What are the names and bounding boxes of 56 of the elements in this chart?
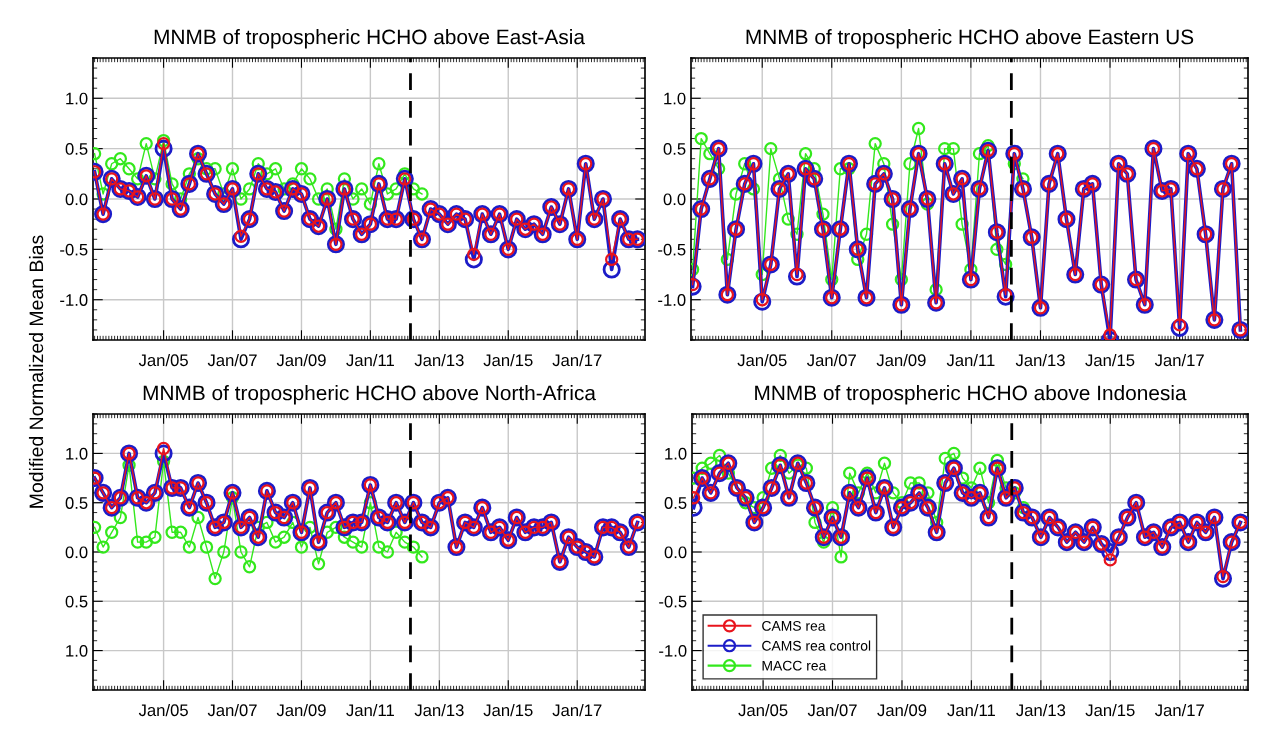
y-tick-label: 1.0 [66,92,88,105]
y-tick-label: 0.0 [663,193,686,206]
x-tick-label: Jan/11 [346,703,394,717]
x-tick-label: Jan/07 [807,703,857,717]
legend-label: CAMS rea [762,620,826,631]
y-tick-label: 0.5 [65,595,88,608]
y-axis-title: Modified Normalized Mean Bias [28,235,44,508]
x-tick-label: Jan/09 [877,703,927,717]
x-tick-label: Jan/05 [138,353,188,367]
x-tick-label: Jan/09 [276,703,326,717]
chart-title: MNMB of tropospheric HCHO above Eastern US [746,29,1194,49]
x-tick-label: Jan/07 [207,703,257,717]
y-tick-label: -0.5 [60,243,88,256]
x-tick-label: Jan/13 [1016,703,1066,717]
x-tick-label: Jan/17 [1154,703,1204,717]
x-tick-label: Jan/17 [552,353,602,367]
y-tick-label: 0.5 [664,497,687,509]
y-tick-label: 0.5 [65,143,88,155]
legend-label: CAMS rea control [762,640,871,651]
legend-label: MACC rea [762,660,827,671]
y-tick-label: 0.0 [664,546,687,559]
x-tick-label: Jan/15 [1085,353,1135,367]
y-tick-label: -1.0 [60,294,88,306]
x-tick-label: Jan/15 [483,703,533,717]
x-tick-label: Jan/17 [1154,353,1204,367]
x-tick-label: Jan/09 [276,353,326,367]
chart-title: MNMB of tropospheric HCHO above East-Asia [154,29,585,49]
y-tick-label: -1.0 [658,294,686,306]
x-tick-label: Jan/07 [806,353,856,367]
chart-title: MNMB of tropospheric HCHO above North-Africa [143,385,596,405]
y-tick-label: 0.0 [65,546,88,559]
y-tick-label: -0.5 [659,595,687,608]
y-tick-label: -0.5 [658,243,686,256]
x-tick-label: Jan/15 [1085,703,1135,717]
y-tick-label: 1.0 [66,644,88,657]
y-tick-label: -1.0 [659,644,687,657]
x-tick-label: Jan/13 [414,703,464,717]
x-tick-label: Jan/13 [1015,353,1065,367]
y-tick-label: 1.0 [664,92,686,105]
x-tick-label: Jan/11 [947,703,995,717]
x-tick-label: Jan/09 [876,353,926,367]
x-tick-label: Jan/11 [346,353,394,367]
chart-title: MNMB of tropospheric HCHO above Indonesia [755,385,1187,405]
x-tick-label: Jan/07 [207,353,257,367]
x-tick-label: Jan/17 [552,703,602,717]
y-tick-label: 0.5 [65,497,88,509]
x-tick-label: Jan/11 [946,353,995,367]
x-tick-label: Jan/05 [737,353,787,367]
y-tick-label: 0.5 [663,143,686,155]
y-tick-label: 1.0 [665,447,687,460]
y-tick-label: 0.0 [65,193,88,206]
x-tick-label: Jan/05 [138,703,188,717]
x-tick-label: Jan/13 [414,353,464,367]
x-tick-label: Jan/15 [483,353,533,367]
y-tick-label: 1.0 [66,447,88,460]
x-tick-label: Jan/05 [738,703,788,717]
